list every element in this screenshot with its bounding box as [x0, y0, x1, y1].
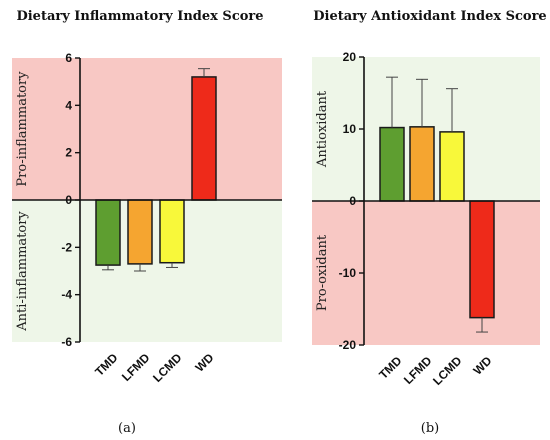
y-ticks-a: -6 -4 -2 0 2 4 6 — [61, 51, 80, 349]
x-tick-label-wd: WD — [192, 350, 216, 374]
error-bar-wd — [198, 68, 210, 77]
x-tick-label-lcmd: LCMD — [150, 350, 185, 385]
y-ticks-b: -20 -10 0 10 20 — [339, 50, 364, 352]
bar-tmd — [95, 199, 121, 266]
y-tick-label: 10 — [343, 122, 357, 136]
bar-lfmd — [409, 126, 435, 202]
y-tick-label: 0 — [349, 194, 356, 208]
antioxidant-label: Antioxidant — [315, 90, 330, 168]
y-tick-label: 0 — [65, 193, 72, 207]
y-tick-label: -4 — [61, 288, 72, 302]
bar-wd — [469, 200, 495, 319]
bars-b — [379, 126, 495, 319]
x-tick-label-lfmd: LFMD — [119, 350, 153, 384]
chart-panel-b: Dietary Antioxidant Index Score Antioxid… — [312, 9, 547, 436]
panel-label-a: (a) — [118, 421, 136, 436]
error-bars-a — [102, 68, 210, 272]
pro-inflammatory-region — [12, 58, 282, 200]
x-tick-label-tmd: TMD — [92, 350, 121, 379]
y-tick-label: 4 — [65, 98, 72, 112]
y-tick-label: 20 — [343, 50, 357, 64]
error-bar-lcmd — [446, 88, 458, 132]
pro-inflammatory-label: Pro-inflammatory — [15, 71, 30, 187]
y-tick-label: 6 — [65, 51, 72, 65]
chart-title-b: Dietary Antioxidant Index Score — [313, 9, 546, 24]
y-tick-label: -10 — [339, 266, 357, 280]
y-tick-label: -2 — [61, 240, 72, 254]
bar-lfmd — [127, 199, 153, 265]
pro-oxidant-region — [312, 201, 540, 345]
bar-tmd — [379, 126, 405, 202]
chart-panel-a: Dietary Inflammatory Index Score Pro-inf… — [12, 9, 282, 436]
y-tick-label: -20 — [339, 338, 357, 352]
bar-lcmd — [439, 131, 465, 202]
bar-lcmd — [159, 199, 185, 264]
error-bar-lfmd — [416, 78, 428, 127]
error-bar-lfmd — [134, 263, 146, 272]
chart-title-a: Dietary Inflammatory Index Score — [16, 9, 263, 24]
pro-oxidant-label: Pro-oxidant — [315, 234, 330, 311]
y-tick-label: -6 — [61, 335, 72, 349]
x-tick-label-lcmd: LCMD — [430, 353, 465, 388]
error-bar-wd — [476, 317, 488, 333]
x-tick-label-wd: WD — [470, 353, 494, 377]
panel-label-b: (b) — [421, 421, 439, 436]
bar-wd — [191, 76, 217, 201]
x-tick-label-lfmd: LFMD — [401, 353, 435, 387]
error-bars-b — [386, 76, 488, 333]
error-bar-tmd — [102, 265, 114, 271]
y-tick-label: 2 — [65, 146, 72, 160]
error-bar-tmd — [386, 76, 398, 128]
anti-inflammatory-label: Anti-inflammatory — [15, 211, 30, 332]
error-bar-lcmd — [166, 262, 178, 268]
